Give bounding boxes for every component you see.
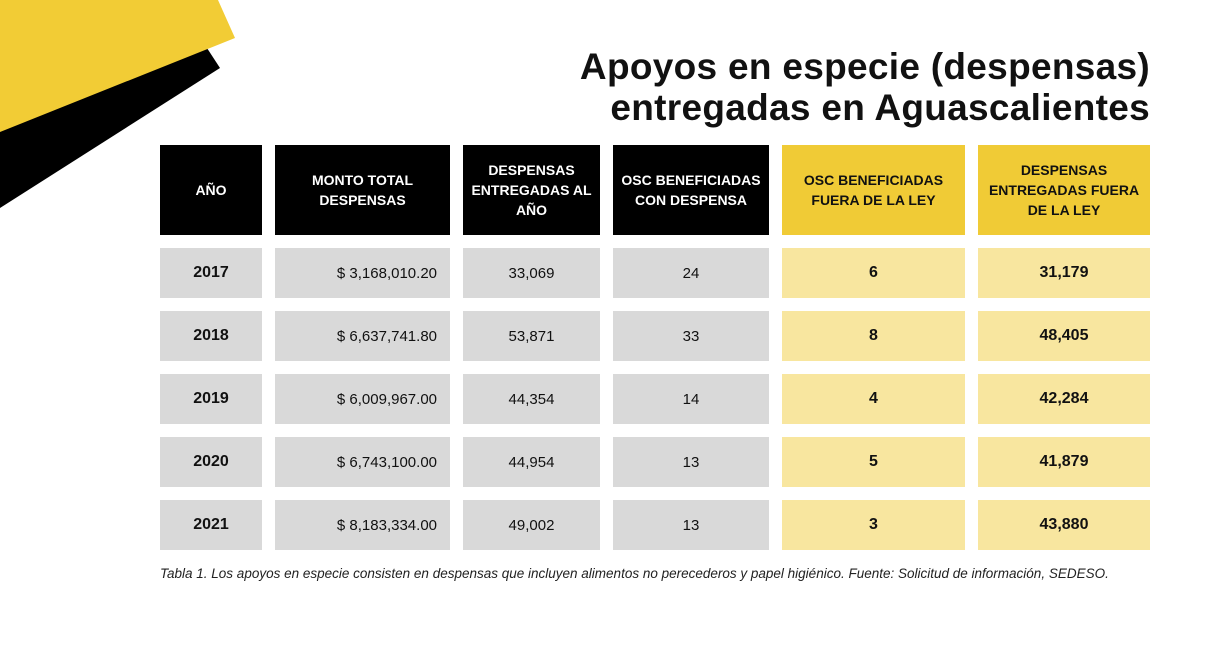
- cell-despensas-fuera-ley: 42,284: [978, 374, 1150, 424]
- cell-despensas-entregadas: 33,069: [463, 248, 600, 298]
- cell-year: 2019: [160, 374, 262, 424]
- cell-osc-fuera-ley: 5: [782, 437, 965, 487]
- title-line-1: Apoyos en especie (despensas): [579, 46, 1150, 87]
- cell-osc-fuera-ley: 8: [782, 311, 965, 361]
- cell-year: 2017: [160, 248, 262, 298]
- table-caption: Tabla 1. Los apoyos en especie consisten…: [160, 566, 1109, 581]
- cell-osc-beneficiadas: 14: [613, 374, 769, 424]
- cell-monto-total: $ 6,637,741.80: [275, 311, 450, 361]
- cell-despensas-fuera-ley: 41,879: [978, 437, 1150, 487]
- header-osc-beneficiadas: OSC BENEFICIADAS CON DESPENSA: [613, 145, 769, 235]
- cell-monto-total: $ 6,009,967.00: [275, 374, 450, 424]
- cell-despensas-entregadas: 49,002: [463, 500, 600, 550]
- cell-monto-total: $ 3,168,010.20: [275, 248, 450, 298]
- header-despensas-entregadas: DESPENSAS ENTREGADAS AL AÑO: [463, 145, 600, 235]
- header-despensas-fuera-ley: DESPENSAS ENTREGADAS FUERA DE LA LEY: [978, 145, 1150, 235]
- corner-yellow-shape: [0, 0, 235, 132]
- cell-despensas-fuera-ley: 43,880: [978, 500, 1150, 550]
- cell-monto-total: $ 6,743,100.00: [275, 437, 450, 487]
- cell-osc-beneficiadas: 13: [613, 437, 769, 487]
- page-title: Apoyos en especie (despensas) entregadas…: [580, 46, 1150, 128]
- cell-despensas-fuera-ley: 31,179: [978, 248, 1150, 298]
- cell-year: 2021: [160, 500, 262, 550]
- corner-decoration: [0, 0, 235, 208]
- cell-osc-beneficiadas: 24: [613, 248, 769, 298]
- header-monto-total: MONTO TOTAL DESPENSAS: [275, 145, 450, 235]
- cell-year: 2020: [160, 437, 262, 487]
- title-line-2: entregadas en Aguascalientes: [610, 87, 1150, 128]
- cell-osc-fuera-ley: 4: [782, 374, 965, 424]
- cell-despensas-fuera-ley: 48,405: [978, 311, 1150, 361]
- cell-year: 2018: [160, 311, 262, 361]
- cell-osc-beneficiadas: 33: [613, 311, 769, 361]
- cell-monto-total: $ 8,183,334.00: [275, 500, 450, 550]
- cell-osc-beneficiadas: 13: [613, 500, 769, 550]
- cell-osc-fuera-ley: 6: [782, 248, 965, 298]
- cell-despensas-entregadas: 44,954: [463, 437, 600, 487]
- corner-black-stripe: [0, 45, 220, 208]
- cell-despensas-entregadas: 44,354: [463, 374, 600, 424]
- cell-osc-fuera-ley: 3: [782, 500, 965, 550]
- header-osc-fuera-ley: OSC BENEFICIADAS FUERA DE LA LEY: [782, 145, 965, 235]
- header-year: AÑO: [160, 145, 262, 235]
- cell-despensas-entregadas: 53,871: [463, 311, 600, 361]
